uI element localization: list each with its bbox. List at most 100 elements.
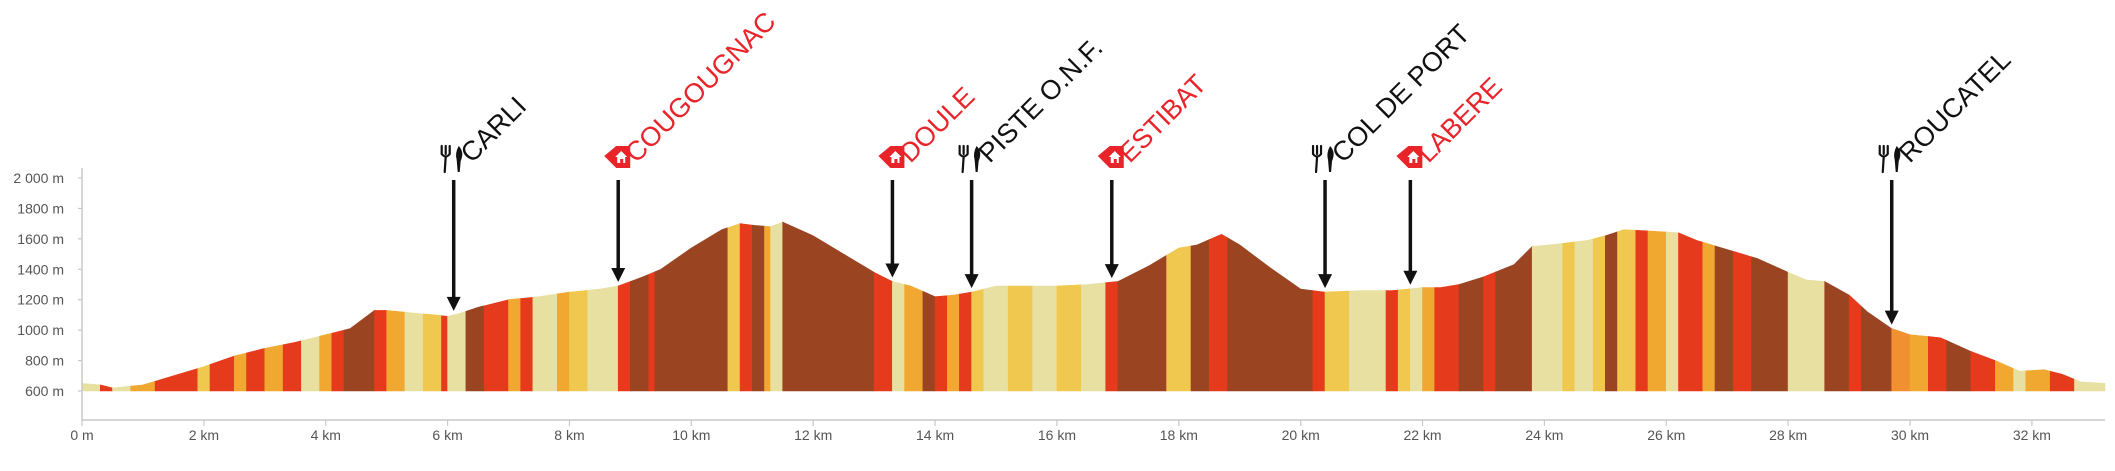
elevation-band <box>154 368 199 392</box>
elevation-band <box>112 385 131 392</box>
elevation-band <box>1848 294 1862 392</box>
elevation-band <box>1483 271 1496 392</box>
elevation-band <box>1397 288 1411 392</box>
elevation-band <box>209 355 235 392</box>
elevation-band <box>2049 370 2075 392</box>
elevation-band <box>1209 233 1228 392</box>
elevation-band <box>1117 254 1167 392</box>
elevation-band <box>100 384 113 392</box>
elevation-band <box>2025 369 2051 392</box>
fork-knife-icon <box>1311 144 1334 174</box>
elevation-band <box>508 298 521 392</box>
elevation-band <box>1422 287 1435 392</box>
elevation-band <box>1909 334 1929 392</box>
elevation-band <box>934 295 948 392</box>
elevation-band <box>648 271 656 392</box>
elevation-band <box>441 315 448 392</box>
elevation-band <box>1562 241 1576 392</box>
elevation-band <box>1032 285 1058 392</box>
elevation-band <box>959 291 972 392</box>
elevation-band <box>1081 282 1106 392</box>
x-tick-label: 14 km <box>916 427 954 443</box>
elevation-band <box>904 284 924 392</box>
x-tick-label: 10 km <box>672 427 710 443</box>
x-tick-label: 2 km <box>189 427 219 443</box>
elevation-band <box>983 285 1009 392</box>
elevation-band <box>654 227 729 392</box>
poi-arrow-head <box>611 268 626 283</box>
elevation-band <box>1733 250 1752 392</box>
elevation-band <box>764 225 771 392</box>
poi-arrow-head <box>1104 264 1119 279</box>
y-tick-label: 800 m <box>25 353 64 369</box>
y-axis-ticks: 600 m 800 m 1000 m 1200 m 1400 m 1600 m 1800 m… <box>13 170 82 399</box>
elevation-band <box>1574 238 1594 392</box>
elevation-band <box>1751 256 1789 392</box>
elevation-band <box>282 340 302 392</box>
x-axis-ticks: 0 m 2 km 4 km 6 km 8 km 10 km 12 km 14 km 16 km 1… <box>70 420 2051 443</box>
elevation-band <box>343 309 375 392</box>
elevation-band <box>465 305 485 392</box>
poi-label: CARLI <box>455 91 532 168</box>
y-tick-label: 1000 m <box>17 322 64 338</box>
x-tick-label: 6 km <box>432 427 462 443</box>
poi-marker: ROUCATEL <box>1878 44 2017 325</box>
elevation-band <box>130 380 156 392</box>
fork-knife-icon <box>440 144 463 174</box>
poi-arrow-head <box>885 263 900 278</box>
elevation-band <box>1190 239 1210 392</box>
elevation-band <box>81 383 101 392</box>
elevation-band <box>1970 350 1996 392</box>
x-tick-label: 26 km <box>1647 427 1685 443</box>
elevation-band <box>1056 284 1082 392</box>
elevation-band <box>1635 229 1649 392</box>
elevation-band <box>246 348 266 392</box>
elevation-band <box>374 310 387 392</box>
elevation-band <box>971 288 985 392</box>
y-tick-label: 1800 m <box>17 200 64 216</box>
elevation-band <box>1678 232 1704 392</box>
elevation-band <box>2013 368 2027 392</box>
elevation-band <box>892 281 905 392</box>
fork-knife-icon <box>1878 144 1901 174</box>
elevation-band <box>264 344 284 392</box>
elevation-band <box>422 313 442 392</box>
x-tick-label: 22 km <box>1403 427 1441 443</box>
x-tick-label: 0 m <box>70 427 93 443</box>
elevation-band <box>1434 284 1460 392</box>
elevation-band <box>1891 328 1911 392</box>
elevation-band <box>782 221 875 392</box>
x-tick-label: 28 km <box>1769 427 1807 443</box>
x-tick-label: 4 km <box>311 427 341 443</box>
elevation-band <box>752 224 765 392</box>
poi-arrow-head <box>1403 270 1418 285</box>
poi-label: PISTE O.N.F. <box>973 32 1109 168</box>
elevation-band <box>1787 271 1825 392</box>
poi-label: ESTIBAT <box>1113 69 1212 168</box>
elevation-band <box>727 223 741 392</box>
y-tick-label: 600 m <box>25 383 64 399</box>
elevation-band <box>557 291 570 392</box>
fork-knife-icon <box>958 144 981 174</box>
elevation-band <box>1824 280 1850 392</box>
elevation-band <box>1928 336 1947 392</box>
elevation-band <box>331 329 345 392</box>
elevation-band <box>1166 245 1192 392</box>
poi-arrow-head <box>446 296 461 311</box>
elevation-band <box>404 311 424 392</box>
poi-label: ROUCATEL <box>1893 44 2017 168</box>
x-tick-label: 20 km <box>1282 427 1320 443</box>
poi-marker: CARLI <box>440 91 532 311</box>
x-tick-label: 30 km <box>1891 427 1929 443</box>
elevation-band <box>386 310 406 392</box>
poi-arrow-head <box>1318 274 1333 289</box>
elevation-band <box>1324 290 1350 392</box>
elevation-band <box>483 299 509 392</box>
poi-marker: PISTE O.N.F. <box>958 32 1109 289</box>
elevation-band <box>532 293 558 392</box>
elevation-band <box>630 273 649 392</box>
elevation-band <box>1007 285 1033 392</box>
elevation-band <box>520 296 534 392</box>
elevation-band <box>1605 231 1618 392</box>
house-marker-icon <box>1396 146 1423 168</box>
